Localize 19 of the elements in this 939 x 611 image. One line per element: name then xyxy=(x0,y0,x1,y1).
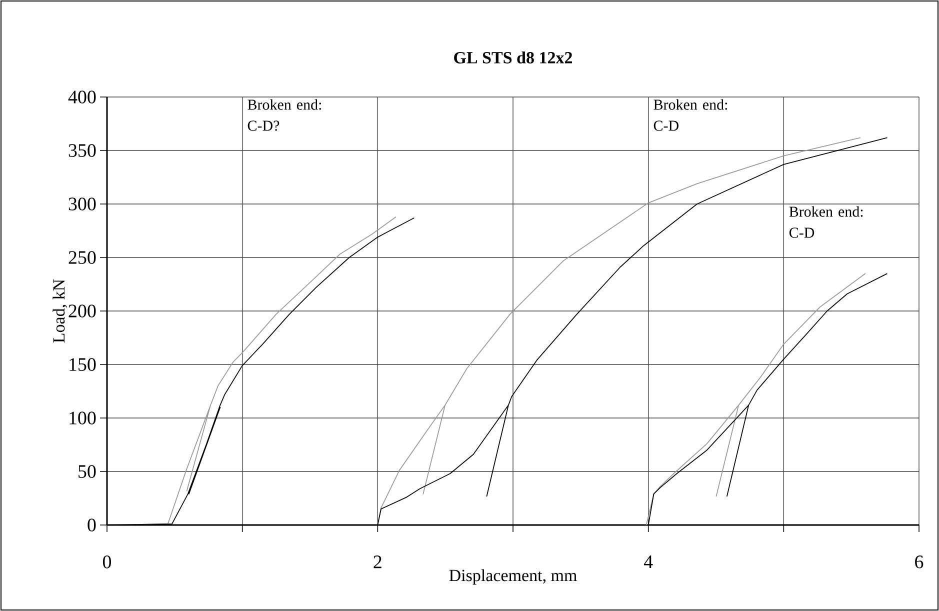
y-tick-label: 350 xyxy=(68,144,96,157)
y-tick-label: 300 xyxy=(68,198,96,210)
x-tick-label: 4 xyxy=(644,556,653,568)
y-tick-label: 200 xyxy=(68,304,96,318)
annotation: Broken end: C-D xyxy=(654,99,728,131)
x-tick-label: 2 xyxy=(374,556,382,568)
x-tick-label: 0 xyxy=(102,556,112,568)
x-axis-title: Displacement, mm xyxy=(449,569,577,585)
y-tick-label: 400 xyxy=(68,90,96,104)
y-tick-label: 50 xyxy=(78,465,96,478)
y-axis-title: Load, kN xyxy=(52,279,68,343)
x-tick-label: 6 xyxy=(915,556,924,568)
y-tick-label: 0 xyxy=(88,518,96,532)
annotation: Broken end: C-D xyxy=(789,206,863,238)
y-tick-label: 100 xyxy=(70,412,96,424)
annotation: Broken end: C-D? xyxy=(248,99,322,131)
y-tick-label: 150 xyxy=(70,358,96,371)
y-tick-label: 250 xyxy=(68,251,96,264)
chart-title: GL STS d8 12x2 xyxy=(454,52,572,64)
